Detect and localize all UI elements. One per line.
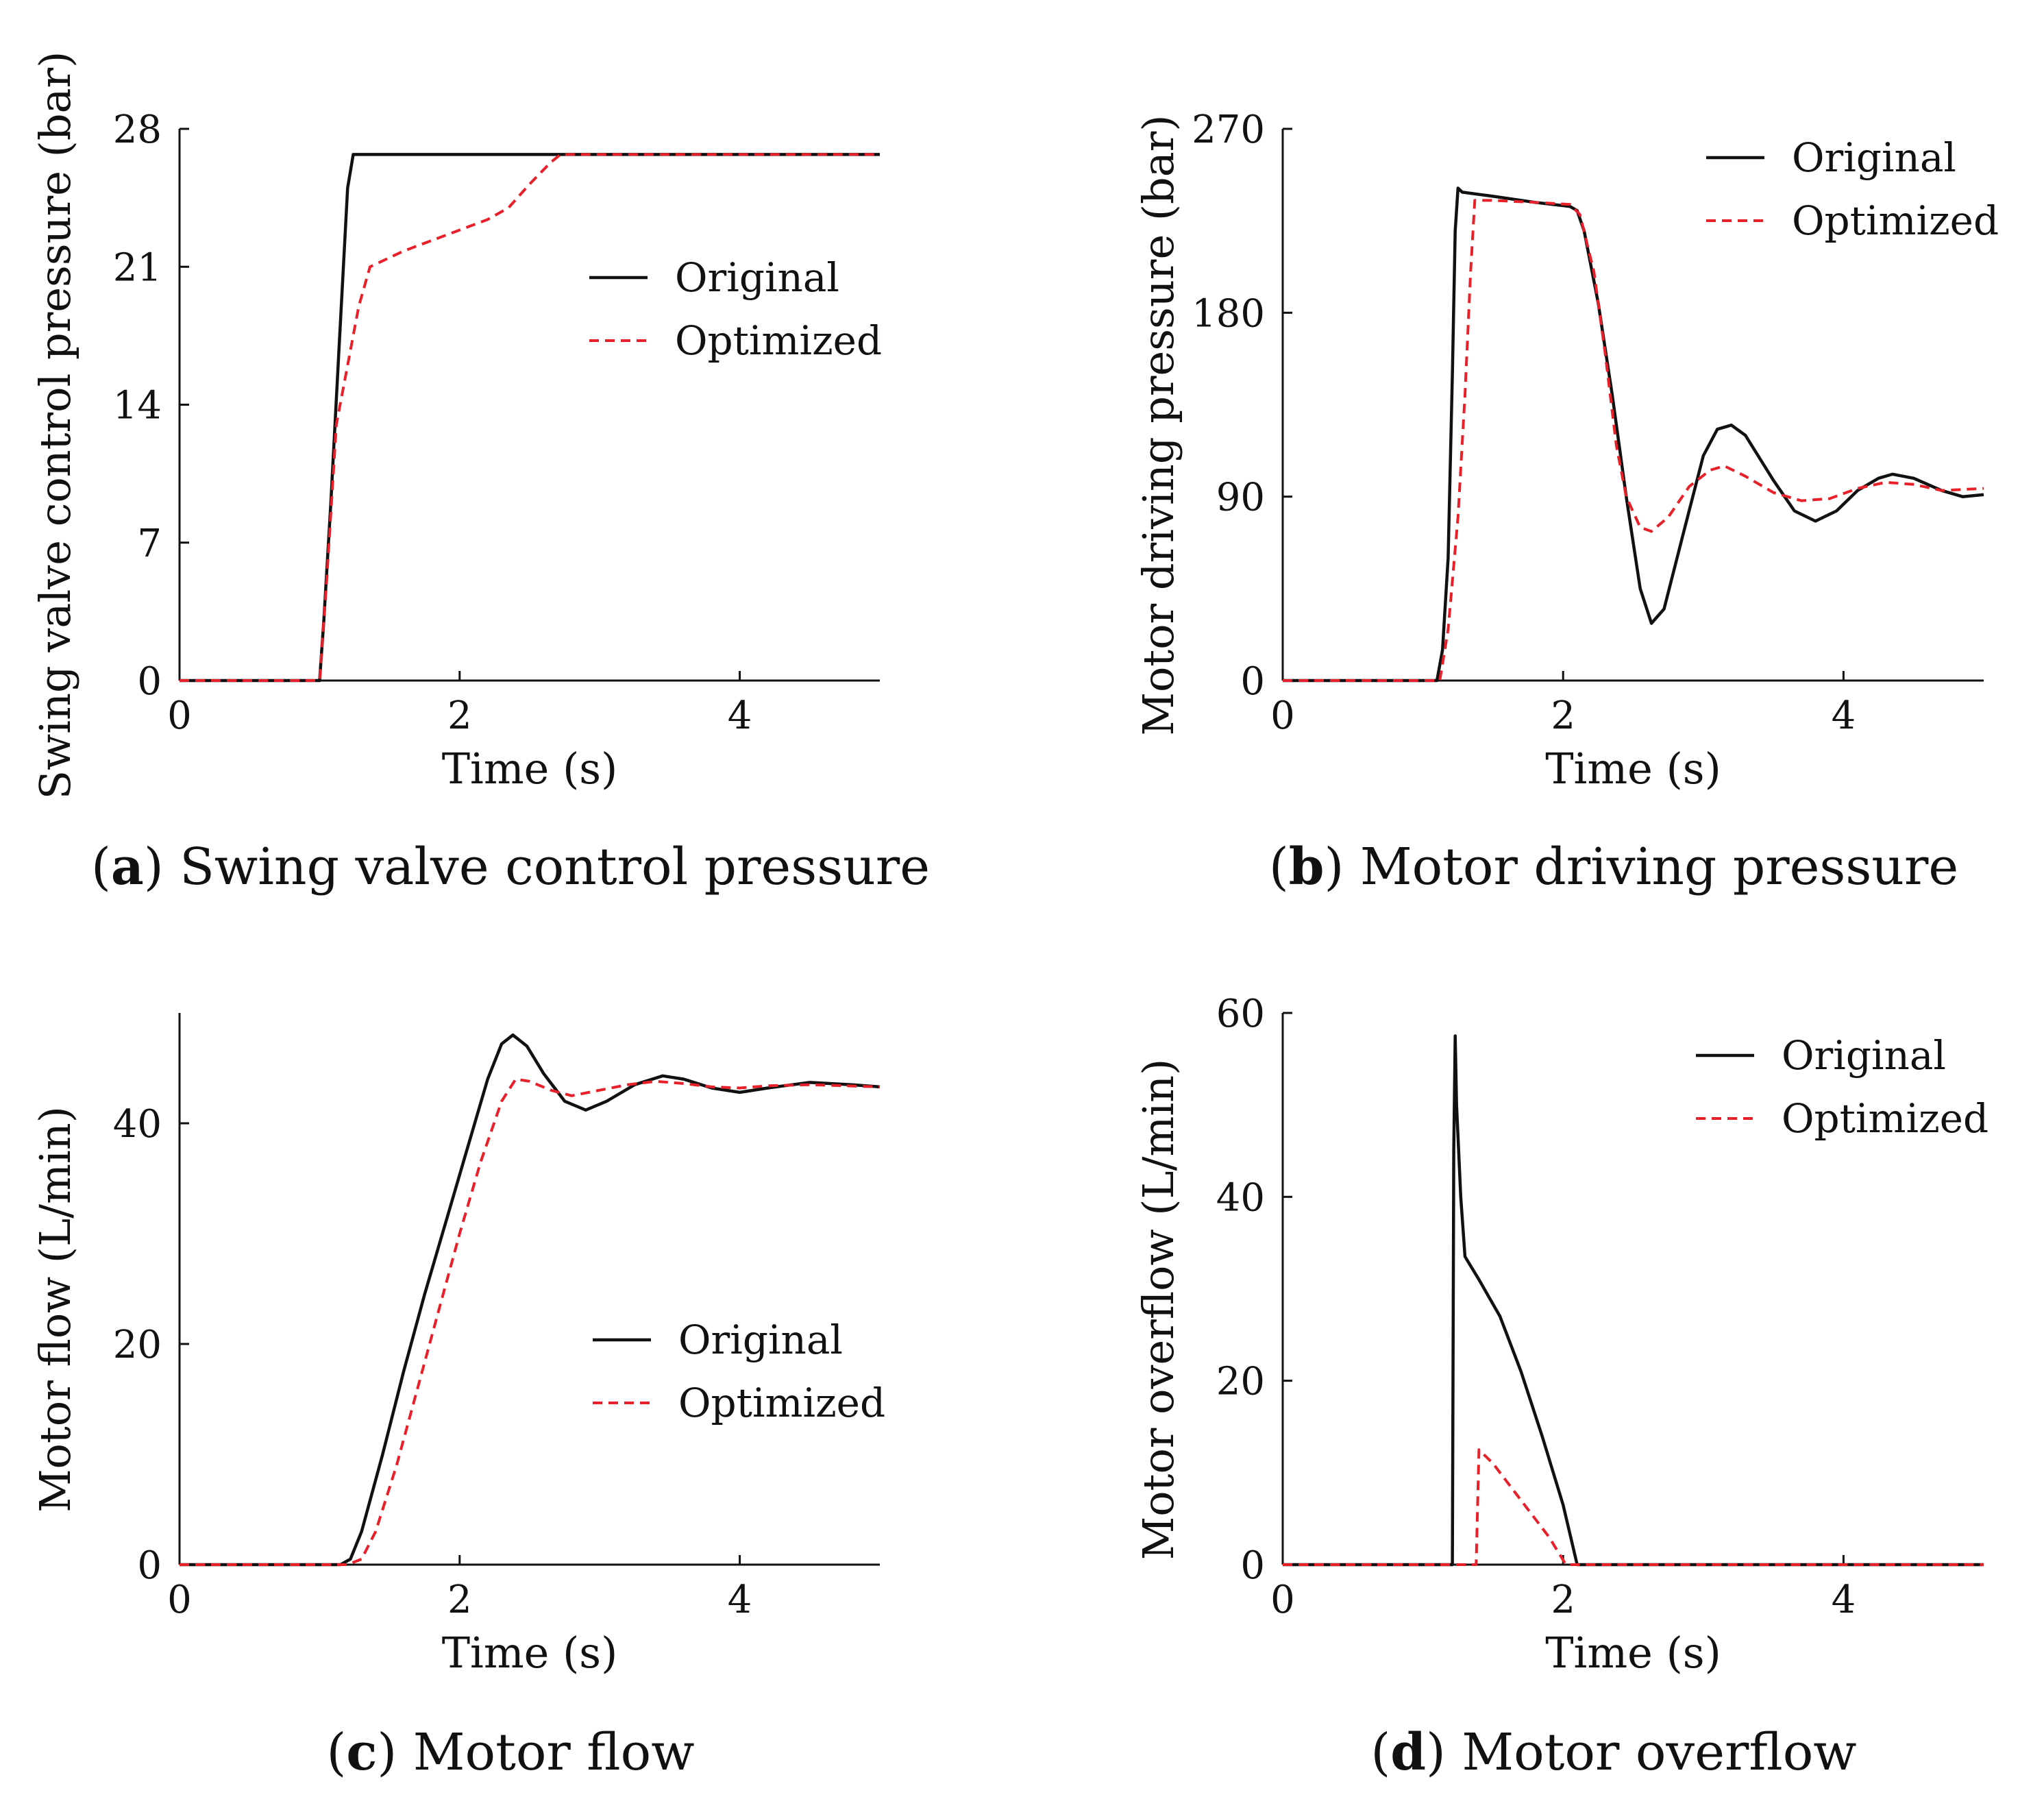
y-tick-label: 270 bbox=[1192, 108, 1265, 152]
x-axis-label: Time (s) bbox=[1545, 744, 1721, 794]
x-tick-label: 0 bbox=[1270, 694, 1295, 738]
legend-label-original: Original bbox=[678, 1317, 843, 1363]
y-tick-label: 7 bbox=[137, 522, 162, 566]
legend-label-optimized: Optimized bbox=[678, 1380, 885, 1426]
y-tick-label: 0 bbox=[1240, 659, 1265, 704]
y-tick-label: 21 bbox=[113, 245, 162, 290]
caption-text: ) Motor overflow bbox=[1426, 1723, 1857, 1782]
legend: Original Optimized bbox=[593, 1317, 885, 1426]
caption-paren-open: ( bbox=[326, 1723, 346, 1782]
x-tick-label: 4 bbox=[1832, 694, 1856, 738]
caption-paren-open: ( bbox=[1269, 837, 1289, 896]
legend: Original Optimized bbox=[1706, 134, 1999, 244]
legend: Original Optimized bbox=[1696, 1032, 1988, 1142]
series-line-optimized bbox=[1283, 199, 1984, 682]
x-tick-label: 4 bbox=[728, 1578, 752, 1622]
x-tick-label: 0 bbox=[167, 694, 192, 738]
chart-a: 0 7 14 21 28 0 2 4 Time (s) Swing valve control p… bbox=[30, 51, 930, 896]
caption-letter: d bbox=[1390, 1723, 1426, 1782]
y-tick-label: 40 bbox=[1216, 1175, 1265, 1220]
caption-letter: b bbox=[1289, 837, 1325, 896]
y-tick-label: 0 bbox=[137, 659, 162, 704]
x-tick-label: 2 bbox=[447, 1578, 472, 1622]
y-tick-label: 20 bbox=[113, 1323, 162, 1367]
x-axis-label: Time (s) bbox=[442, 744, 618, 794]
x-tick-label: 0 bbox=[1270, 1578, 1295, 1622]
series-line-original bbox=[180, 1033, 881, 1567]
x-tick-label: 4 bbox=[728, 694, 752, 738]
y-tick-label: 14 bbox=[113, 384, 162, 428]
y-tick-label: 90 bbox=[1216, 476, 1265, 520]
chart-d: 0 20 40 60 0 2 4 Time (s) Motor overflow (L/min)… bbox=[1133, 992, 1988, 1782]
chart-b: 0 90 180 270 0 2 4 Time (s) Motor driving pressu… bbox=[1133, 108, 1999, 896]
subplot-caption: (c) Motor flow bbox=[326, 1723, 694, 1782]
y-tick-label: 0 bbox=[1240, 1543, 1265, 1588]
chart-c: 0 20 40 0 2 4 Time (s) Motor flow (L/min) Origin… bbox=[30, 1013, 885, 1782]
legend-label-original: Original bbox=[1782, 1032, 1946, 1079]
legend-label-optimized: Optimized bbox=[675, 317, 882, 364]
caption-text: ) Swing valve control pressure bbox=[144, 837, 930, 896]
x-axis-label: Time (s) bbox=[442, 1628, 618, 1678]
y-axis-label: Motor flow (L/min) bbox=[30, 1106, 80, 1513]
y-tick-label: 60 bbox=[1216, 992, 1265, 1036]
caption-letter: a bbox=[111, 837, 144, 896]
caption-letter: c bbox=[346, 1723, 377, 1782]
y-tick-label: 180 bbox=[1192, 291, 1265, 336]
x-tick-label: 0 bbox=[167, 1578, 192, 1622]
caption-paren-open: ( bbox=[1370, 1723, 1390, 1782]
y-tick-label: 28 bbox=[113, 108, 162, 152]
x-tick-label: 2 bbox=[1551, 1578, 1575, 1622]
caption-paren-open: ( bbox=[91, 837, 111, 896]
subplot-caption: (a) Swing valve control pressure bbox=[91, 837, 930, 896]
series-line-original bbox=[1283, 1034, 1984, 1567]
legend-label-original: Original bbox=[675, 254, 839, 301]
series-line-original bbox=[180, 153, 880, 683]
legend-label-optimized: Optimized bbox=[1782, 1095, 1988, 1142]
legend-label-original: Original bbox=[1792, 134, 1956, 181]
series-line-optimized bbox=[180, 153, 880, 682]
legend: Original Optimized bbox=[589, 254, 882, 364]
series-line-original bbox=[1283, 186, 1984, 683]
y-tick-label: 40 bbox=[113, 1102, 162, 1147]
caption-text: ) Motor driving pressure bbox=[1324, 837, 1958, 896]
x-axis-label: Time (s) bbox=[1545, 1628, 1721, 1678]
subplot-caption: (b) Motor driving pressure bbox=[1269, 837, 1958, 896]
y-tick-label: 20 bbox=[1216, 1360, 1265, 1404]
series-line-optimized bbox=[180, 1077, 881, 1566]
x-tick-label: 4 bbox=[1832, 1578, 1856, 1622]
y-axis-label: Motor overflow (L/min) bbox=[1133, 1059, 1183, 1561]
x-tick-label: 2 bbox=[1551, 694, 1575, 738]
caption-text: ) Motor flow bbox=[377, 1723, 694, 1782]
x-tick-label: 2 bbox=[447, 694, 472, 738]
legend-label-optimized: Optimized bbox=[1792, 197, 1999, 244]
y-axis-label: Swing valve control pressure (bar) bbox=[30, 51, 80, 800]
subplot-caption: (d) Motor overflow bbox=[1370, 1723, 1856, 1782]
series-line-optimized bbox=[1283, 1448, 1984, 1566]
y-tick-label: 0 bbox=[137, 1543, 162, 1588]
y-axis-label: Motor driving pressure (bar) bbox=[1133, 114, 1183, 735]
